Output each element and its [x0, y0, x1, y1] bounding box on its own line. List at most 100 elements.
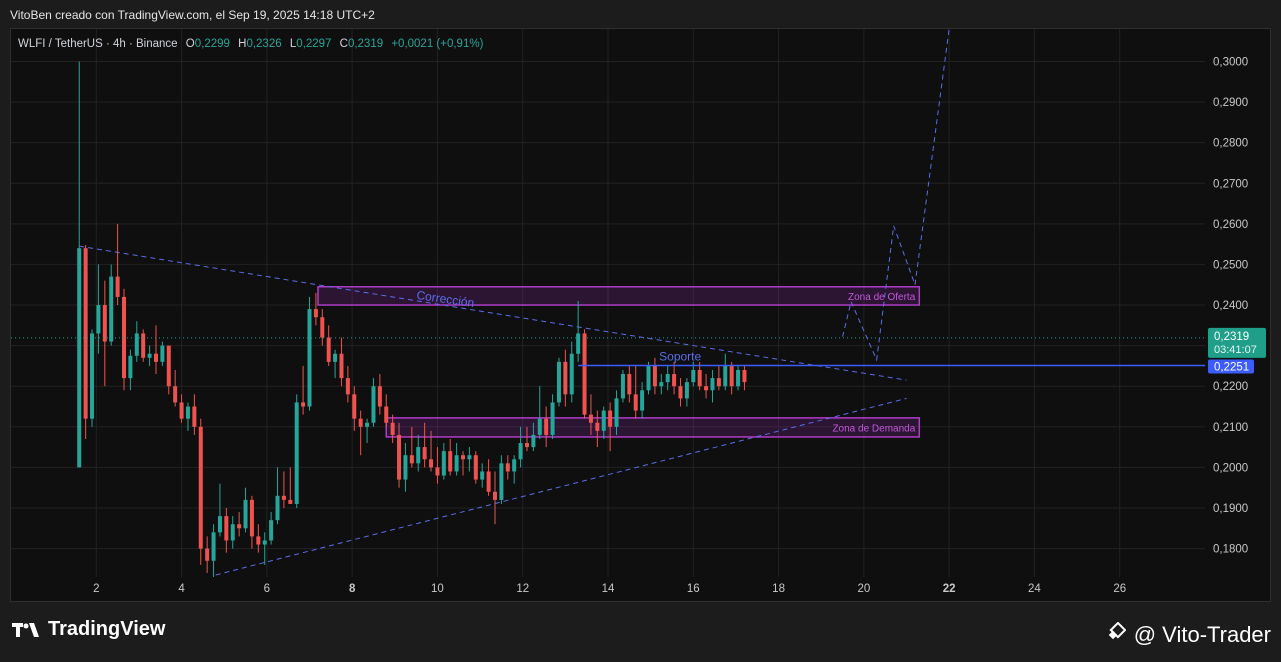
candle-body [473, 455, 478, 480]
candle-body [550, 402, 555, 435]
zone-label: Zona de Oferta [848, 292, 916, 303]
y-tick-label: 0,2000 [1213, 462, 1248, 474]
candle-body [288, 499, 293, 504]
candle-body [704, 386, 709, 391]
candle-body [122, 296, 127, 379]
candle-body [556, 361, 561, 403]
y-axis: 0,18000,19000,20000,21000,22000,23000,24… [1208, 56, 1266, 556]
candle-body [492, 491, 497, 500]
candle-body [665, 374, 670, 383]
candle-body [716, 378, 721, 387]
candle-body [339, 353, 344, 379]
candle-body [505, 463, 510, 472]
candle-body [243, 499, 248, 529]
candle-body [742, 369, 747, 383]
candle-body [544, 418, 549, 435]
candles [77, 61, 747, 577]
y-tick-label: 0,3000 [1213, 56, 1248, 68]
candle-body [256, 536, 261, 545]
candle-body [569, 353, 574, 395]
x-axis: 2 4 6 8 10 12 14 16 18 20 22 24 26 [93, 583, 1126, 595]
candle-body [83, 248, 88, 419]
zone-box [317, 286, 921, 306]
candle-body [301, 402, 306, 407]
candle-body [729, 365, 734, 387]
candle-body [173, 386, 178, 403]
candle-body [480, 471, 485, 480]
x-tick-label: 2 [93, 583, 99, 595]
candle-body [697, 369, 702, 387]
candle-body [422, 447, 427, 460]
candle-body [192, 406, 197, 427]
candle-body [320, 317, 325, 338]
candle-body [582, 333, 587, 415]
candle-body [160, 345, 165, 362]
brand-name: TradingView [48, 618, 166, 640]
candle-body [313, 309, 318, 318]
candle-body [588, 414, 593, 423]
candle-body [608, 410, 613, 427]
binance-diamond-icon [1108, 622, 1126, 640]
candle-body [333, 353, 338, 362]
y-tick-label: 0,2400 [1213, 300, 1248, 312]
candle-body [397, 434, 402, 480]
x-tick-label: 10 [431, 583, 444, 595]
candle-body [237, 524, 242, 529]
x-tick-label: 12 [516, 583, 529, 595]
candle-body [531, 434, 536, 448]
candle-body [499, 463, 504, 500]
y-tick-label: 0,2500 [1213, 259, 1248, 271]
ohlc-legend: WLFI / TetherUS · 4h · Binance O0,2299 H… [18, 38, 484, 50]
candle-body [153, 353, 158, 362]
support-price-value: 0,2251 [1214, 362, 1249, 374]
x-tick-label: 14 [602, 583, 615, 595]
candle-body [90, 333, 95, 419]
candle-body [601, 410, 606, 431]
candle-body [435, 467, 440, 476]
candle-body [205, 548, 210, 561]
countdown-value: 03:41:07 [1214, 344, 1257, 356]
candle-body [77, 248, 82, 468]
current-price-tag [1208, 327, 1266, 358]
support-label: Soporte [659, 350, 701, 364]
candle-body [185, 406, 190, 419]
candle-body [141, 333, 146, 358]
x-tick-label: 22 [943, 583, 956, 595]
tradingview-logo[interactable]: TradingView [12, 618, 165, 641]
candle-body [275, 495, 280, 521]
candle-body [358, 418, 363, 427]
candle-body [672, 374, 677, 387]
candle-body [198, 426, 203, 549]
candle-body [416, 447, 421, 464]
zone-label: Zona de Demanda [832, 423, 915, 434]
y-tick-label: 0,2800 [1213, 138, 1248, 150]
candle-body [345, 378, 350, 395]
x-tick-label: 18 [772, 583, 785, 595]
x-tick-label: 16 [687, 583, 700, 595]
candle-body [620, 374, 625, 399]
candle-body [179, 402, 184, 419]
candle-body [217, 516, 222, 533]
candle-body [115, 276, 120, 297]
candle-body [467, 455, 472, 460]
candle-body [109, 276, 114, 342]
candle-body [147, 353, 152, 358]
candle-body [710, 378, 715, 391]
candle-body [518, 443, 523, 460]
y-tick-label: 0,1900 [1213, 503, 1248, 515]
candle-body [409, 455, 414, 464]
candle-body [537, 418, 542, 435]
candle-body [563, 361, 568, 395]
candle-body [736, 369, 741, 387]
candle-body [429, 459, 434, 468]
symbol-label: WLFI / TetherUS · 4h · Binance [18, 38, 178, 50]
zone-box [385, 417, 921, 438]
projection-path [842, 28, 950, 362]
candle-body [96, 305, 101, 334]
x-tick-label: 8 [349, 583, 356, 595]
candle-body [211, 532, 216, 561]
trendline [215, 397, 907, 576]
candle-body [403, 455, 408, 480]
candle-body [134, 333, 139, 356]
